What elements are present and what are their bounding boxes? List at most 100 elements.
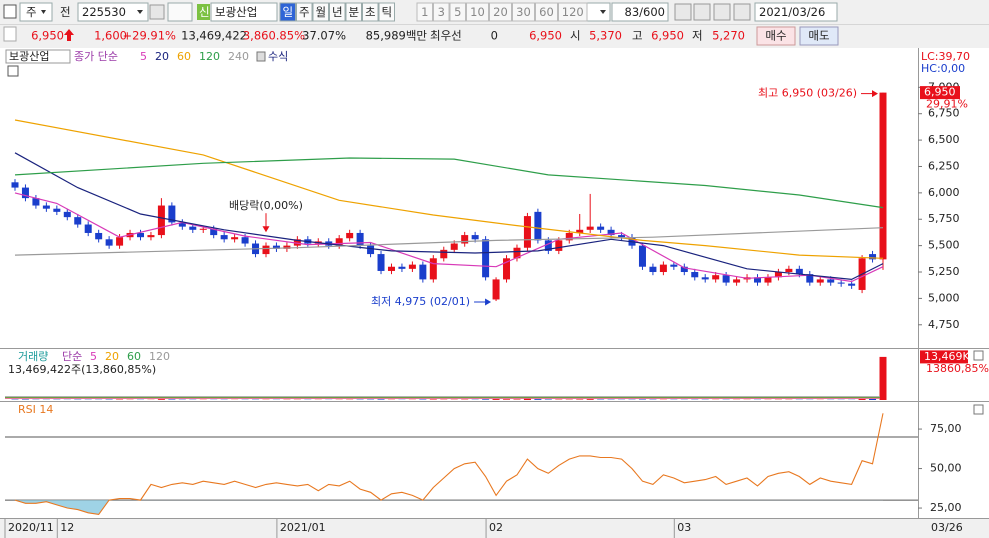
save-icon[interactable] — [713, 3, 731, 21]
code: 225530 — [82, 5, 126, 19]
close-icon[interactable] — [973, 350, 984, 361]
candle-body — [879, 92, 887, 260]
window-icon[interactable] — [3, 4, 17, 19]
last-volume-box — [920, 350, 968, 364]
volume-bar — [879, 356, 887, 400]
search-button[interactable] — [149, 4, 165, 20]
candle-body — [105, 239, 113, 246]
interval-button[interactable] — [433, 2, 450, 22]
interval-button[interactable] — [489, 2, 512, 22]
tab-label: 주 — [299, 5, 310, 19]
candle-body — [785, 268, 793, 273]
candle-body — [74, 217, 82, 225]
best-label: 최우선 — [430, 29, 462, 43]
legend-entry: 120 — [199, 50, 220, 63]
y-tick-label: 25,00 — [930, 501, 962, 514]
candle-body — [523, 216, 531, 248]
sell-button[interactable] — [799, 26, 839, 46]
y-tick-label: 5,750 — [928, 212, 960, 225]
tab-button[interactable] — [279, 2, 296, 22]
volume-bar — [429, 399, 437, 400]
rsi-title: RSI 14 — [18, 403, 53, 416]
interval-label: 3 — [438, 5, 445, 19]
candle-body — [722, 275, 730, 283]
annotation: 최저 4,975 (02/01) — [371, 295, 470, 308]
interval-button[interactable] — [512, 2, 535, 22]
tab-button[interactable] — [378, 2, 395, 22]
date-box[interactable] — [754, 2, 838, 22]
y-tick-label: 50,00 — [930, 462, 962, 475]
candle-body — [11, 182, 19, 188]
moving-average — [14, 192, 884, 283]
candle-body — [754, 277, 762, 283]
interval-button[interactable] — [416, 2, 433, 22]
arrow-head — [262, 226, 270, 233]
count-box[interactable] — [611, 2, 669, 22]
y-tick-label: 4,750 — [928, 318, 960, 331]
formula-icon — [256, 51, 266, 62]
buy-button[interactable] — [756, 26, 796, 46]
legend-name: 보광산업 — [9, 50, 49, 63]
candle-body — [670, 264, 678, 267]
interval-button[interactable] — [535, 2, 558, 22]
settings-icon[interactable] — [733, 3, 751, 21]
grid-icon[interactable] — [7, 65, 19, 77]
interval-label: 1 — [421, 5, 428, 19]
y-tick-label: 5,000 — [928, 291, 960, 304]
name-box — [210, 2, 278, 22]
candle-body — [513, 247, 521, 259]
volume-bar — [482, 399, 490, 400]
low: 5,270 — [712, 29, 745, 43]
interval-label: 30 — [516, 5, 531, 19]
low-label: 저 — [692, 29, 703, 43]
volume-title: 거래량 — [18, 350, 48, 363]
sound-button[interactable] — [167, 2, 193, 22]
tab-button[interactable] — [362, 2, 379, 22]
x-axis-bg — [0, 518, 989, 538]
up-arrow — [64, 29, 74, 41]
mode-label: 전 — [60, 5, 71, 19]
candle-body — [649, 266, 657, 273]
candle-body — [42, 205, 50, 209]
tab-button[interactable] — [329, 2, 346, 22]
legend-title: 종가 단순 — [74, 50, 118, 63]
moving-average — [14, 157, 884, 209]
close-icon[interactable] — [973, 404, 984, 415]
tab-button[interactable] — [296, 2, 313, 22]
candle-body — [356, 232, 364, 246]
candle-body — [503, 258, 511, 280]
interval-button[interactable] — [466, 2, 489, 22]
candle-body — [837, 282, 845, 284]
interval-button[interactable] — [449, 2, 466, 22]
amount: 85,989백만 — [366, 29, 428, 43]
tab-button[interactable] — [312, 2, 329, 22]
interval-label: 60 — [539, 5, 554, 19]
legend-entry: 60 — [177, 50, 191, 63]
candle-body — [84, 224, 92, 233]
candle-body — [618, 235, 626, 238]
period-select[interactable] — [19, 2, 53, 22]
code-input[interactable] — [77, 2, 149, 22]
candle-body — [178, 222, 186, 227]
candle-body — [429, 258, 437, 280]
tool-icon[interactable] — [693, 3, 711, 21]
candle-body — [764, 277, 772, 283]
candle-body — [701, 277, 709, 280]
volume-legend-entry: 5 — [90, 350, 97, 363]
oversold-area — [15, 500, 883, 515]
candle-body — [492, 279, 500, 300]
open-label: 시 — [570, 29, 581, 43]
candle-body — [220, 235, 228, 240]
candle-body — [335, 238, 343, 246]
legend-entry: 20 — [155, 50, 169, 63]
candle-body — [272, 245, 280, 249]
candle-body — [419, 264, 427, 280]
interval-button[interactable] — [558, 2, 588, 22]
rsi-line — [14, 413, 884, 515]
tool-icon[interactable] — [674, 3, 692, 21]
volume-bar — [869, 398, 877, 400]
volume: 13,469,422 — [181, 29, 247, 43]
tab-button[interactable] — [345, 2, 362, 22]
tab-label: 분 — [348, 5, 359, 19]
sell-label: 매도 — [808, 29, 829, 43]
